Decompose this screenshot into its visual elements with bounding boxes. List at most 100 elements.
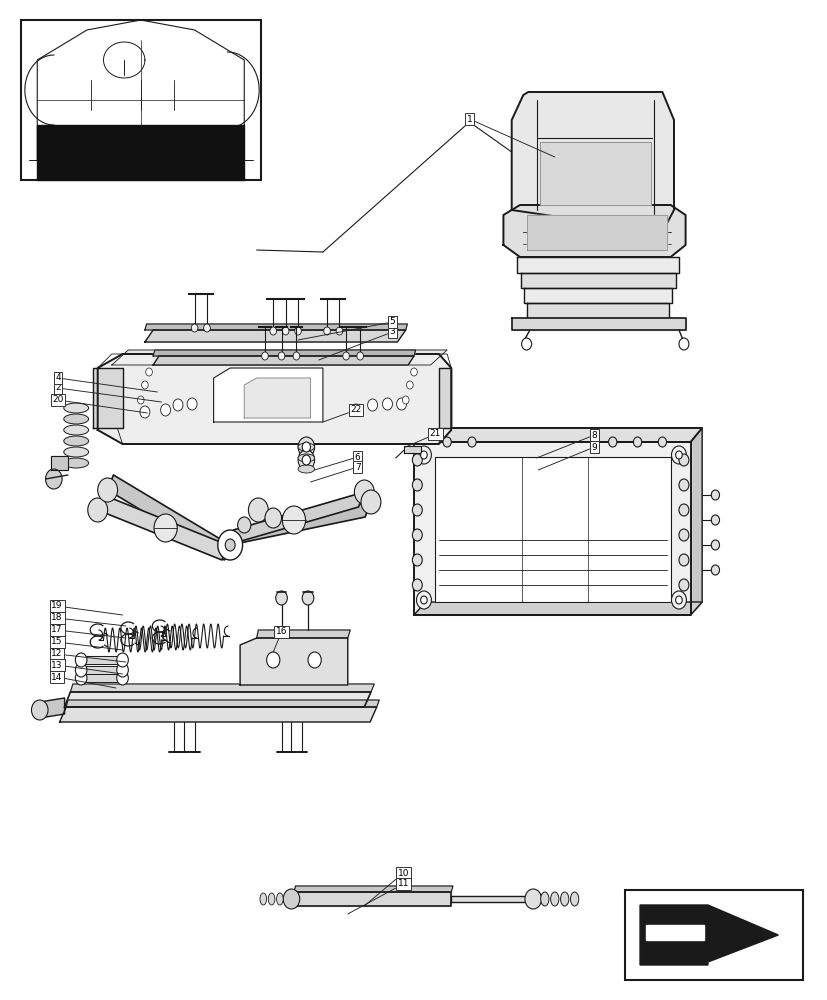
Circle shape (218, 530, 242, 560)
Circle shape (294, 327, 301, 335)
Text: 15: 15 (51, 638, 122, 650)
Ellipse shape (268, 893, 275, 905)
Circle shape (261, 352, 268, 360)
Text: 12: 12 (51, 650, 126, 662)
Circle shape (187, 398, 197, 410)
Bar (624, 890, 802, 980)
Polygon shape (81, 656, 122, 664)
Polygon shape (81, 666, 122, 674)
Polygon shape (112, 350, 447, 365)
Circle shape (117, 671, 128, 685)
Circle shape (412, 454, 422, 466)
Text: 11: 11 (347, 880, 409, 914)
Polygon shape (70, 684, 374, 692)
Circle shape (678, 579, 688, 591)
Circle shape (412, 554, 422, 566)
Polygon shape (526, 215, 667, 250)
Circle shape (402, 396, 409, 404)
Circle shape (298, 437, 314, 457)
Text: 3: 3 (318, 328, 394, 360)
Polygon shape (690, 428, 701, 615)
Circle shape (675, 451, 681, 459)
Polygon shape (93, 368, 122, 428)
Circle shape (521, 338, 531, 350)
Ellipse shape (64, 447, 88, 457)
Ellipse shape (550, 892, 558, 906)
Polygon shape (527, 303, 668, 318)
Polygon shape (81, 674, 122, 682)
Polygon shape (434, 457, 670, 602)
Polygon shape (294, 892, 451, 906)
Polygon shape (149, 140, 182, 155)
Circle shape (45, 469, 62, 489)
Ellipse shape (64, 436, 88, 446)
Circle shape (678, 554, 688, 566)
Polygon shape (414, 442, 690, 615)
Polygon shape (294, 886, 452, 892)
Polygon shape (108, 475, 230, 560)
Polygon shape (517, 257, 678, 273)
Polygon shape (145, 324, 407, 330)
Circle shape (710, 515, 719, 525)
Circle shape (302, 442, 310, 452)
Circle shape (266, 652, 280, 668)
Circle shape (282, 327, 289, 335)
Polygon shape (51, 456, 68, 470)
Circle shape (117, 663, 128, 677)
Polygon shape (98, 495, 227, 560)
Circle shape (671, 591, 686, 609)
Ellipse shape (298, 465, 314, 473)
Circle shape (416, 591, 431, 609)
Circle shape (270, 327, 276, 335)
Circle shape (342, 352, 349, 360)
Polygon shape (98, 354, 451, 444)
Polygon shape (511, 92, 673, 232)
Circle shape (633, 437, 641, 447)
Circle shape (442, 437, 451, 447)
Polygon shape (244, 378, 310, 418)
Polygon shape (65, 692, 370, 707)
Circle shape (282, 506, 305, 534)
Circle shape (160, 404, 170, 416)
Circle shape (367, 399, 377, 411)
Circle shape (710, 565, 719, 575)
Ellipse shape (560, 892, 568, 906)
Text: 8: 8 (536, 430, 596, 458)
Circle shape (265, 508, 281, 528)
Polygon shape (153, 356, 414, 365)
Circle shape (75, 663, 87, 677)
Ellipse shape (260, 893, 266, 905)
Circle shape (98, 478, 117, 502)
Circle shape (396, 398, 406, 410)
Polygon shape (645, 925, 703, 940)
Polygon shape (145, 330, 405, 342)
Polygon shape (438, 368, 451, 428)
Text: 18: 18 (51, 613, 126, 626)
Text: 7: 7 (310, 462, 360, 482)
Polygon shape (451, 896, 529, 902)
Polygon shape (404, 446, 420, 453)
Circle shape (302, 591, 313, 605)
Circle shape (351, 404, 361, 416)
Ellipse shape (64, 414, 88, 424)
Circle shape (678, 504, 688, 516)
Polygon shape (639, 905, 777, 965)
Bar (21, 20, 261, 180)
Circle shape (137, 396, 144, 404)
Ellipse shape (64, 425, 88, 435)
Circle shape (140, 406, 150, 418)
Text: 13: 13 (51, 660, 122, 674)
Text: 16: 16 (273, 628, 287, 652)
Circle shape (416, 446, 431, 464)
Circle shape (31, 700, 48, 720)
Circle shape (141, 381, 148, 389)
Circle shape (671, 446, 686, 464)
Circle shape (88, 498, 108, 522)
Ellipse shape (570, 892, 578, 906)
Text: 22: 22 (323, 406, 361, 422)
Circle shape (412, 529, 422, 541)
Circle shape (678, 454, 688, 466)
Polygon shape (523, 288, 672, 303)
Text: 1: 1 (466, 114, 554, 157)
Ellipse shape (276, 893, 283, 905)
